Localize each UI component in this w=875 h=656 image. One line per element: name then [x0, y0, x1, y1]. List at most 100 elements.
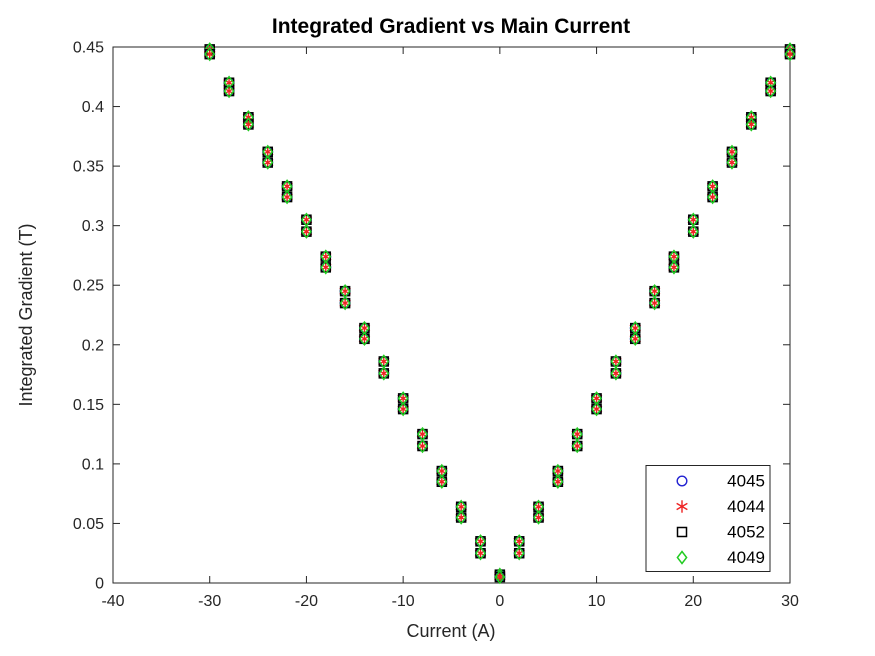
marker-cluster [590, 401, 603, 417]
diamond-marker-icon [378, 366, 390, 381]
axes-box [112, 46, 791, 584]
diamond-marker-icon [591, 401, 603, 417]
diamond-marker-icon [242, 117, 254, 132]
diamond-marker-icon [707, 189, 719, 205]
legend-label: 4045 [727, 472, 765, 491]
marker-cluster [416, 438, 429, 454]
diamond-marker-icon [513, 545, 525, 561]
marker-cluster [513, 545, 525, 561]
y-axis-label: Integrated Gradient (T) [16, 223, 36, 406]
marker-cluster [784, 46, 796, 62]
marker-cluster [397, 401, 409, 417]
diamond-marker-icon [629, 331, 641, 347]
diamond-marker-icon [416, 438, 429, 454]
diamond-marker-icon [339, 295, 351, 311]
marker-cluster [610, 354, 622, 369]
marker-cluster [474, 545, 487, 561]
legend-label: 4052 [727, 523, 765, 542]
diamond-marker-icon [474, 545, 487, 561]
diamond-marker-icon [532, 510, 545, 525]
marker-cluster [358, 331, 371, 347]
marker-cluster [416, 426, 429, 442]
diamond-marker-icon [300, 224, 312, 239]
marker-cluster [668, 260, 680, 275]
marker-cluster [300, 224, 313, 239]
diamond-marker-icon [649, 295, 661, 311]
asterisk-marker-icon [676, 500, 688, 513]
y-tick-label: 0.35 [73, 159, 104, 176]
diamond-marker-icon [784, 46, 796, 62]
x-tick-label: -10 [392, 593, 415, 610]
marker-cluster [610, 366, 622, 381]
legend-label: 4049 [727, 548, 765, 567]
x-tick-label: 0 [495, 593, 504, 610]
legend-label: 4044 [727, 497, 765, 516]
diamond-marker-icon [571, 438, 583, 454]
axes-layer: -40 -30 -20 -10 0 10 20 30 0 0.05 0.1 0.15 0.2 0.25 0.… [73, 40, 799, 611]
diamond-marker-icon [436, 474, 448, 489]
diamond-marker-icon [726, 155, 738, 170]
x-tick-label: 10 [588, 593, 606, 610]
diamond-marker-icon [204, 46, 216, 62]
y-tick-label: 0.2 [82, 337, 104, 354]
marker-cluster [300, 212, 313, 227]
legend: 4045 4044 4052 4049 [645, 465, 771, 572]
marker-cluster [378, 354, 390, 369]
marker-cluster [513, 534, 525, 549]
marker-cluster [455, 510, 467, 525]
chart-title: Integrated Gradient vs Main Current [272, 15, 630, 38]
marker-cluster [726, 155, 738, 170]
diamond-marker-icon [552, 474, 564, 489]
legend-box [645, 465, 771, 572]
x-tick-label: -30 [198, 593, 221, 610]
diamond-marker-icon [494, 569, 506, 585]
diamond-marker-icon [610, 366, 622, 381]
diamond-marker-icon [676, 550, 688, 565]
y-tick-label: 0.25 [73, 278, 104, 295]
diamond-marker-icon [281, 189, 293, 205]
marker-cluster [339, 283, 351, 299]
x-tick-label: -40 [101, 593, 124, 610]
square-marker-icon [676, 526, 688, 538]
marker-cluster [281, 189, 293, 205]
marker-cluster [474, 534, 487, 549]
y-tick-label: 0 [95, 576, 104, 593]
y-tick-label: 0.15 [73, 397, 104, 414]
diamond-marker-icon [262, 155, 274, 170]
x-tick-label: -20 [295, 593, 318, 610]
diamond-marker-icon [668, 260, 680, 275]
marker-cluster [687, 212, 700, 227]
data-points-layer [203, 42, 796, 585]
circle-marker-icon [676, 475, 688, 487]
marker-cluster [648, 295, 661, 311]
marker-cluster [494, 569, 506, 585]
diamond-marker-icon [687, 224, 699, 239]
marker-cluster [764, 83, 777, 99]
marker-cluster [203, 46, 216, 62]
marker-cluster [552, 474, 564, 489]
y-tick-label: 0.3 [82, 218, 104, 235]
diamond-marker-icon [320, 260, 332, 275]
marker-cluster [242, 117, 255, 132]
x-tick-label: 30 [781, 593, 799, 610]
y-tick-label: 0.4 [82, 99, 104, 116]
y-tick-label: 0.45 [73, 40, 104, 57]
diamond-marker-icon [745, 117, 757, 132]
y-tick-label: 0.05 [73, 516, 104, 533]
marker-cluster [262, 155, 274, 170]
x-axis-label: Current (A) [406, 621, 495, 641]
diamond-marker-icon [358, 331, 371, 347]
marker-cluster [687, 224, 700, 239]
marker-cluster [571, 438, 583, 454]
diamond-marker-icon [765, 83, 777, 99]
marker-cluster [436, 474, 448, 489]
marker-cluster [320, 260, 332, 275]
marker-cluster [571, 426, 583, 442]
marker-cluster [532, 510, 545, 525]
diamond-marker-icon [397, 401, 409, 417]
marker-cluster [706, 189, 719, 205]
marker-cluster [378, 366, 390, 381]
marker-cluster [745, 117, 758, 132]
